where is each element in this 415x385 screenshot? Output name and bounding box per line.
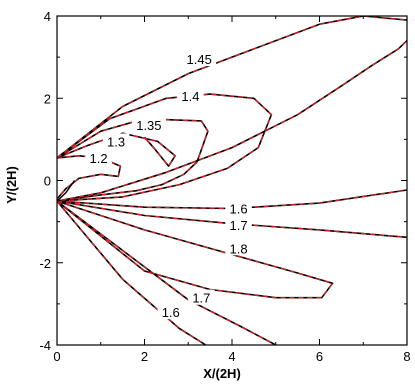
contour-labels: 1.45 1.4 1.35 1.3 1.2 1.6 1.7 1.8 1.7 1.6	[85, 51, 252, 320]
y-axis-title: Y/(2H)	[4, 166, 19, 204]
y-tick-label: 2	[44, 91, 51, 106]
x-axis-title: X/(2H)	[203, 366, 241, 381]
y-tick-label: 4	[44, 9, 51, 24]
contour-label-bg	[225, 200, 252, 216]
contour-label: 1.4	[181, 89, 199, 104]
axes: X/(2H) Y/(2H) 0 2 4 6 8 -4 -2 0 2 4	[4, 9, 411, 381]
y-tick-label: -2	[39, 256, 51, 271]
x-tick-label: 8	[403, 349, 410, 364]
contour-label: 1.2	[90, 151, 108, 166]
contour-label: 1.7	[230, 218, 248, 233]
contour-label-bg	[102, 133, 130, 149]
contour-dashed-1-45	[57, 16, 407, 202]
contour-label-bg	[85, 149, 112, 165]
contour-dashed-1-3	[57, 132, 176, 167]
contour-dashed-1-8	[57, 200, 334, 299]
x-tick-label: 2	[141, 349, 148, 364]
contour-label-bg	[182, 51, 217, 67]
plot-frame	[56, 15, 408, 346]
contour-label: 1.7	[192, 291, 210, 306]
contour-label-bg	[225, 216, 252, 232]
x-tick-label: 4	[228, 349, 235, 364]
contour-line-extra	[57, 180, 76, 202]
contour-dashed-1-35	[57, 118, 209, 202]
contour-label: 1.6	[162, 305, 180, 320]
x-tick-label: 0	[53, 349, 60, 364]
contour-line-1-6	[57, 200, 207, 345]
plot-area: 1.45 1.4 1.35 1.3 1.2 1.6 1.7 1.8 1.7 1.6	[57, 16, 407, 345]
contour-label: 1.6	[230, 201, 248, 216]
contour-dashed-1-4	[57, 93, 273, 202]
contour-line-1-45	[57, 16, 407, 202]
contour-label-bg	[131, 116, 166, 132]
contour-dashed-1-6	[57, 200, 207, 345]
contour-label: 1.35	[136, 118, 161, 133]
contour-label-bg	[188, 289, 215, 305]
contour-label: 1.8	[230, 241, 248, 256]
contour-label: 1.45	[187, 52, 212, 67]
y-tick-label: -4	[39, 338, 51, 353]
contour-label: 1.3	[107, 134, 125, 149]
y-tick-label: 0	[44, 174, 51, 189]
contour-label-bg	[177, 88, 204, 104]
x-tick-label: 6	[316, 349, 323, 364]
contour-lines	[57, 16, 407, 345]
contour-label-bg	[157, 304, 184, 320]
contour-label-bg	[225, 240, 252, 256]
